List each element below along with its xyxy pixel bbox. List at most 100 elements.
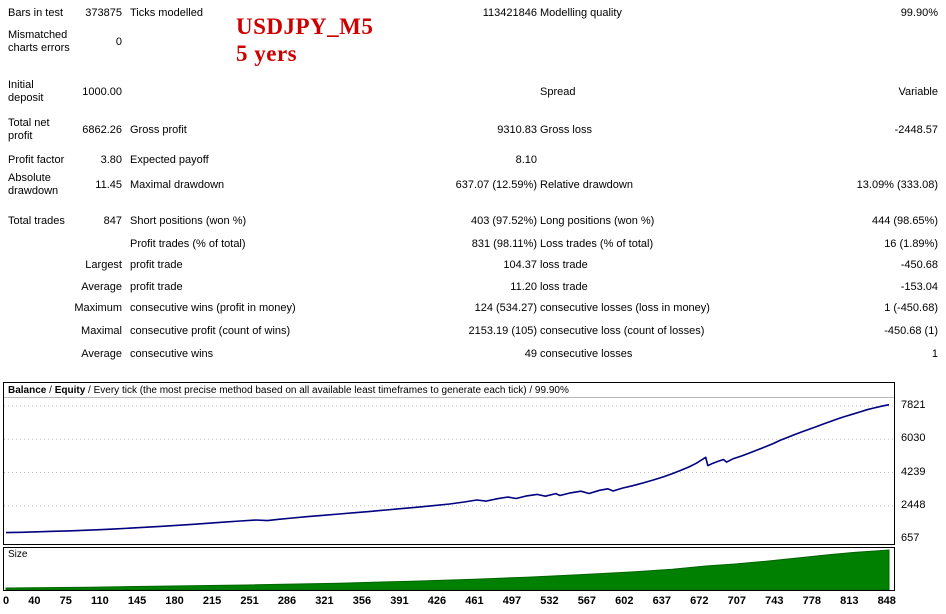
stat-label: consecutive losses xyxy=(540,348,633,360)
stats-row: Total trades 847 Short positions (won %) 40… xyxy=(0,214,946,229)
report-annotation: USDJPY_M5 5 yers xyxy=(236,13,373,67)
x-tick-label: 426 xyxy=(427,595,447,607)
stat-value: 0 xyxy=(115,35,122,48)
stats-table: Bars in test 373875 Ticks modelled 11342184… xyxy=(0,6,946,362)
x-tick-label: 145 xyxy=(127,595,147,607)
stat-value: 637.07 (12.59%) xyxy=(455,178,537,191)
x-tick-label: 707 xyxy=(727,595,746,607)
stats-row: Profit trades (% of total) 831 (98.11%) Lo… xyxy=(0,237,946,252)
stat-value: 11.45 xyxy=(95,178,122,191)
stat-value: Largest xyxy=(85,259,122,271)
stat-label: Absolute drawdown xyxy=(8,172,59,197)
stat-label: Maximal drawdown xyxy=(130,178,225,191)
stats-row: Initial deposit 1000.00 Spread Variable xyxy=(0,79,946,105)
stat-label: Total net profit xyxy=(8,117,50,142)
stat-value: Maximal xyxy=(81,325,122,337)
stat-value: 2153.19 (105) xyxy=(468,325,538,337)
stats-row: Absolute drawdown 11.45 Maximal drawdown 63… xyxy=(0,172,946,198)
stat-label: Loss trades (% of total) xyxy=(540,238,654,250)
stat-label: Mismatched charts errors xyxy=(8,29,70,54)
balance-chart-panel: Balance / Equity / Every tick (the most … xyxy=(3,382,895,545)
stat-label: Long positions (won %) xyxy=(540,215,655,227)
size-chart-panel: Size xyxy=(3,547,895,591)
stat-value: -2448.57 xyxy=(894,123,938,136)
stat-label: loss trade xyxy=(540,281,588,293)
stat-value: 8.10 xyxy=(515,154,537,166)
stat-label: Ticks modelled xyxy=(130,7,203,19)
x-tick-label: 40 xyxy=(28,595,41,607)
x-tick-label: 110 xyxy=(91,595,109,607)
stat-label: loss trade xyxy=(540,259,588,271)
stat-value: 113421846 xyxy=(482,7,537,19)
stat-label: Total trades xyxy=(8,215,65,227)
stat-label: consecutive wins xyxy=(130,348,214,360)
stat-label: profit trade xyxy=(130,259,183,271)
stat-label: consecutive wins (profit in money) xyxy=(130,302,296,314)
x-tick-label: 532 xyxy=(540,595,559,607)
stat-label: Gross loss xyxy=(540,123,592,136)
x-tick-label: 813 xyxy=(840,595,859,607)
x-tick-label: 778 xyxy=(802,595,821,607)
x-tick-label: 180 xyxy=(165,595,184,607)
x-tick-label: 637 xyxy=(652,595,672,607)
stat-value: Average xyxy=(81,281,122,293)
stat-label: Profit trades (% of total) xyxy=(130,238,246,250)
x-tick-label: 251 xyxy=(240,595,259,607)
stat-value: 1 (-450.68) xyxy=(884,302,938,314)
x-tick-label: 75 xyxy=(59,595,72,607)
stat-label: Short positions (won %) xyxy=(130,215,247,227)
stats-row: Largest profit trade 104.37 loss trade -450.… xyxy=(0,258,946,273)
stats-row: Maximum consecutive wins (profit in money… xyxy=(0,301,946,316)
stat-value: 11.20 xyxy=(510,281,537,293)
stat-value: 16 (1.89%) xyxy=(884,238,938,250)
stat-label: Initial deposit xyxy=(8,79,44,104)
stat-value: 9310.83 xyxy=(497,123,537,136)
stat-value: 1 xyxy=(931,348,938,360)
size-area-plot xyxy=(5,549,890,590)
stat-value: 49 xyxy=(524,348,537,360)
stat-value: -153.04 xyxy=(900,281,938,293)
x-tick-label: 391 xyxy=(390,595,409,607)
legend-separator: / xyxy=(46,385,55,396)
x-tick-label: 848 xyxy=(877,595,896,607)
balance-line xyxy=(5,403,890,534)
stat-label: profit trade xyxy=(130,281,183,293)
stat-value: Maximum xyxy=(74,302,122,314)
stat-value: 124 (534.27) xyxy=(474,302,537,314)
stats-row: Average consecutive wins 49 consecutive los… xyxy=(0,347,946,362)
stat-label: Profit factor xyxy=(8,154,65,166)
y-tick-label: 6030 xyxy=(901,432,926,445)
x-tick-label: 567 xyxy=(577,595,597,607)
annotation-period: 5 yers xyxy=(236,41,298,66)
stat-value: 831 (98.11%) xyxy=(471,238,537,250)
x-tick-label: 602 xyxy=(615,595,634,607)
stat-value: 403 (97.52%) xyxy=(470,215,537,227)
y-tick-label: 657 xyxy=(901,532,920,544)
stat-label: consecutive losses (loss in money) xyxy=(540,302,710,314)
stat-label: Expected payoff xyxy=(130,154,209,166)
stats-row: Profit factor 3.80 Expected payoff 8.10 xyxy=(0,153,946,168)
stats-row: Mismatched charts errors 0 xyxy=(0,29,946,55)
chart-legend: Balance / Equity / Every tick (the most … xyxy=(4,383,894,398)
stats-row: Average profit trade 11.20 loss trade -153.0… xyxy=(0,280,946,295)
legend-description: / Every tick (the most precise method ba… xyxy=(85,385,569,396)
stat-value: -450.68 xyxy=(900,259,938,271)
stat-value: 13.09% (333.08) xyxy=(856,178,938,191)
x-tick-label: 215 xyxy=(202,595,222,607)
stats-row: Total net profit 6862.26 Gross profit 9310.… xyxy=(0,117,946,143)
x-tick-label: 0 xyxy=(3,595,10,607)
stat-value: 444 (98.65%) xyxy=(871,215,938,227)
y-axis-labels: 657 2448 4239 6030 7821 xyxy=(899,382,945,545)
stat-value: 6862.26 xyxy=(82,123,122,136)
stat-value: 3.80 xyxy=(100,154,122,166)
x-tick-label: 672 xyxy=(690,595,709,607)
x-tick-label: 321 xyxy=(315,595,334,607)
x-tick-label: 497 xyxy=(502,595,522,607)
stats-row: Bars in test 373875 Ticks modelled 11342184… xyxy=(0,6,946,21)
stat-value: 99.90% xyxy=(900,7,938,19)
size-area xyxy=(5,549,890,590)
balance-curve-plot xyxy=(4,403,894,534)
stat-value: 1000.00 xyxy=(82,85,122,98)
stat-value: 373875 xyxy=(85,7,122,19)
